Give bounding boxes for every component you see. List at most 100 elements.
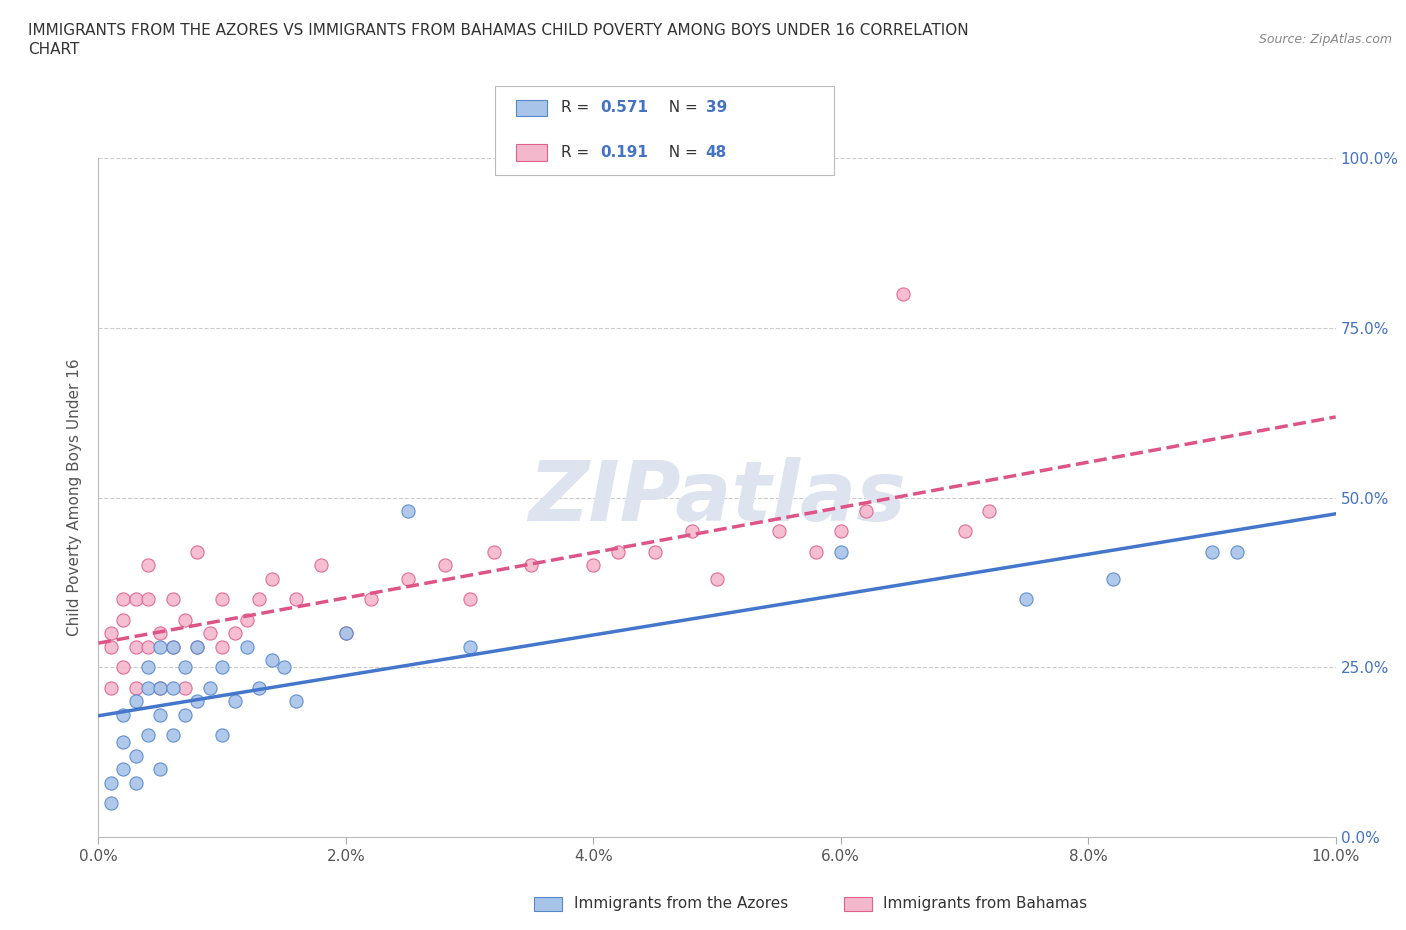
Text: IMMIGRANTS FROM THE AZORES VS IMMIGRANTS FROM BAHAMAS CHILD POVERTY AMONG BOYS U: IMMIGRANTS FROM THE AZORES VS IMMIGRANTS…: [28, 23, 969, 38]
Point: [224, 626, 246, 641]
Point: [396, 504, 419, 519]
Point: [768, 525, 790, 539]
Text: 39: 39: [706, 100, 727, 115]
Point: [273, 660, 295, 675]
Point: [953, 525, 976, 539]
Point: [855, 504, 877, 519]
Point: [198, 680, 221, 695]
Point: [100, 626, 122, 641]
Point: [112, 762, 135, 777]
Point: [124, 680, 146, 695]
Point: [830, 544, 852, 559]
Point: [335, 626, 357, 641]
Point: [112, 660, 135, 675]
Point: [174, 680, 197, 695]
Point: [891, 286, 914, 301]
Text: Immigrants from the Azores: Immigrants from the Azores: [574, 897, 787, 911]
Y-axis label: Child Poverty Among Boys Under 16: Child Poverty Among Boys Under 16: [67, 359, 83, 636]
Point: [260, 572, 283, 587]
Point: [149, 762, 172, 777]
Text: Immigrants from Bahamas: Immigrants from Bahamas: [883, 897, 1087, 911]
Point: [520, 558, 543, 573]
Point: [360, 592, 382, 607]
Point: [607, 544, 630, 559]
Point: [186, 544, 208, 559]
Point: [174, 612, 197, 627]
Point: [309, 558, 332, 573]
Point: [582, 558, 605, 573]
Point: [211, 727, 233, 742]
Point: [224, 694, 246, 709]
Point: [236, 640, 259, 655]
Point: [260, 653, 283, 668]
Point: [236, 612, 259, 627]
Point: [162, 592, 184, 607]
Text: 0.191: 0.191: [600, 145, 648, 160]
Point: [285, 592, 308, 607]
Text: N =: N =: [659, 100, 703, 115]
Point: [1226, 544, 1249, 559]
Point: [136, 660, 159, 675]
Point: [112, 735, 135, 750]
Text: 0.571: 0.571: [600, 100, 648, 115]
Point: [162, 640, 184, 655]
Point: [136, 558, 159, 573]
Point: [1102, 572, 1125, 587]
Point: [285, 694, 308, 709]
Point: [804, 544, 827, 559]
Point: [112, 708, 135, 723]
Point: [484, 544, 506, 559]
Point: [1015, 592, 1038, 607]
Point: [100, 796, 122, 811]
Point: [149, 680, 172, 695]
Point: [458, 592, 481, 607]
Text: 48: 48: [706, 145, 727, 160]
Point: [458, 640, 481, 655]
Point: [174, 708, 197, 723]
Text: N =: N =: [659, 145, 703, 160]
Point: [830, 525, 852, 539]
Point: [186, 640, 208, 655]
Point: [112, 592, 135, 607]
Point: [396, 572, 419, 587]
Point: [186, 694, 208, 709]
Point: [706, 572, 728, 587]
Point: [174, 660, 197, 675]
Text: CHART: CHART: [28, 42, 80, 57]
Point: [100, 776, 122, 790]
Point: [162, 680, 184, 695]
Point: [136, 680, 159, 695]
Point: [149, 680, 172, 695]
Point: [100, 680, 122, 695]
Point: [979, 504, 1001, 519]
Point: [162, 727, 184, 742]
Point: [149, 626, 172, 641]
Point: [247, 592, 270, 607]
Point: [211, 660, 233, 675]
Point: [136, 640, 159, 655]
Point: [124, 748, 146, 763]
Point: [644, 544, 666, 559]
Point: [335, 626, 357, 641]
Point: [681, 525, 703, 539]
Point: [211, 640, 233, 655]
Point: [124, 694, 146, 709]
Text: ZIPatlas: ZIPatlas: [529, 457, 905, 538]
Text: Source: ZipAtlas.com: Source: ZipAtlas.com: [1258, 33, 1392, 46]
Point: [433, 558, 456, 573]
Point: [211, 592, 233, 607]
Point: [124, 776, 146, 790]
Point: [100, 640, 122, 655]
Point: [136, 592, 159, 607]
Point: [186, 640, 208, 655]
Point: [1201, 544, 1223, 559]
Point: [149, 640, 172, 655]
Point: [198, 626, 221, 641]
Text: R =: R =: [561, 100, 595, 115]
Point: [247, 680, 270, 695]
Text: R =: R =: [561, 145, 595, 160]
Point: [124, 640, 146, 655]
Point: [162, 640, 184, 655]
Point: [136, 727, 159, 742]
Point: [112, 612, 135, 627]
